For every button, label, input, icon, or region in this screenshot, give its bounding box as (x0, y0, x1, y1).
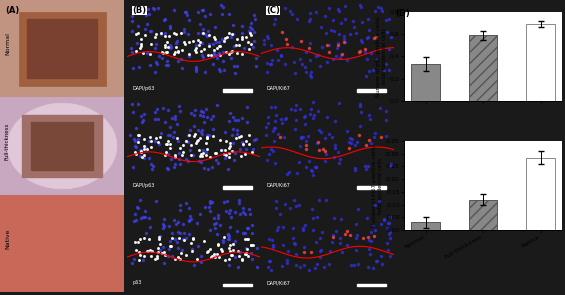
Text: DAPI/p63: DAPI/p63 (132, 183, 155, 188)
Bar (223, 186, 252, 189)
Bar (31, 122, 93, 170)
Bar (411, 222, 440, 230)
Bar (19, 12, 106, 86)
Text: DAPI/Ki67: DAPI/Ki67 (266, 280, 290, 285)
Bar (357, 89, 386, 91)
Bar (357, 284, 386, 286)
Bar (357, 186, 386, 189)
Text: DAPI/p63: DAPI/p63 (132, 86, 155, 91)
Text: DAPI/Ki67: DAPI/Ki67 (266, 86, 290, 91)
Bar (23, 115, 102, 177)
Text: Full-thickness: Full-thickness (5, 122, 10, 160)
Text: (B): (B) (132, 6, 146, 15)
Circle shape (7, 103, 117, 189)
Bar (27, 19, 97, 78)
Text: (C): (C) (266, 6, 280, 15)
Text: (D): (D) (396, 9, 410, 18)
Text: p63: p63 (132, 280, 142, 285)
Text: Normal: Normal (5, 32, 10, 55)
Text: DAPI/Ki67: DAPI/Ki67 (266, 183, 290, 188)
Bar (469, 199, 497, 230)
Bar (526, 158, 555, 230)
Bar (469, 35, 497, 101)
Bar (223, 284, 252, 286)
Bar (223, 89, 252, 91)
Bar (411, 64, 440, 101)
Bar (526, 24, 555, 101)
Text: (A): (A) (5, 6, 19, 15)
Y-axis label: Number of Ki67-positive cells/
total epidermal cells: Number of Ki67-positive cells/ total epi… (372, 144, 383, 227)
Y-axis label: Number of p63-positive cells/
total epidermal cells: Number of p63-positive cells/ total epid… (376, 16, 387, 97)
Text: Native: Native (5, 228, 10, 249)
